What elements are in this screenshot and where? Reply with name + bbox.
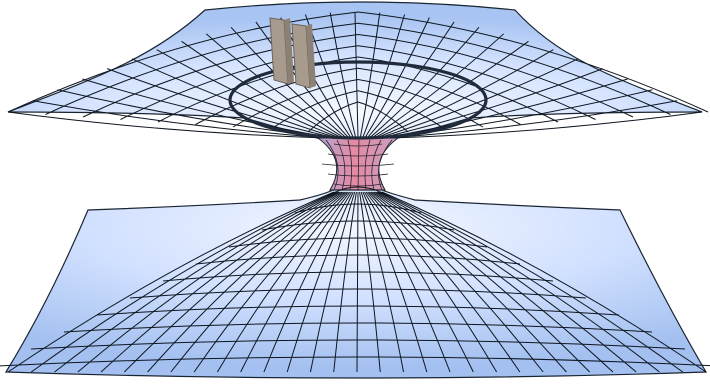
lower-grid-ring — [30, 339, 686, 350]
lower-grid-radial — [372, 191, 567, 373]
upper-grid-radial — [359, 12, 381, 139]
lower-grid-ring — [0, 356, 710, 367]
lower-grid-radial — [170, 191, 346, 373]
upper-grid-radial — [106, 68, 336, 139]
lower-grid-radial — [362, 191, 428, 373]
lower-grid-radial — [376, 191, 637, 373]
upper-grid-radial — [131, 58, 338, 139]
lower-grid-radial — [381, 191, 707, 373]
upper-grid-radial — [366, 21, 455, 139]
upper-grid-radial — [230, 26, 347, 139]
lower-grid-radial — [7, 191, 335, 373]
lower-grid-radial — [380, 191, 684, 373]
lower-grid-radial — [375, 191, 614, 373]
upper-grid-radial — [383, 78, 628, 139]
lower-grid-radial — [368, 191, 521, 373]
lower-grid-radial — [123, 191, 343, 373]
upper-grid-ring — [307, 101, 409, 133]
lower-grid-radial — [356, 191, 359, 373]
upper-grid-ring — [195, 67, 521, 125]
parallel-plates — [269, 17, 316, 89]
throat-grid-radial — [325, 139, 339, 191]
lower-sheet-grid — [0, 186, 710, 373]
upper-grid-radial — [32, 100, 329, 139]
lower-grid-radial — [54, 191, 338, 373]
throat-grid-radial — [364, 139, 371, 191]
lower-grid-radial — [378, 191, 660, 373]
lower-grid-radial — [263, 191, 353, 373]
upper-grid-radial — [364, 17, 430, 139]
lower-grid-radial — [147, 191, 344, 373]
upper-grid-radial — [82, 78, 333, 139]
upper-grid-radial — [7, 111, 327, 139]
lower-grid-radial — [193, 191, 348, 373]
lower-sheet — [0, 186, 710, 379]
lower-grid-radial — [359, 191, 381, 373]
throat-grid-ring — [333, 143, 383, 147]
upper-grid-ring — [7, 11, 709, 113]
lower-grid-radial — [367, 191, 498, 373]
lower-grid-radial — [100, 191, 341, 373]
upper-grid-ring — [82, 33, 634, 118]
lower-grid-radial — [286, 191, 354, 373]
lower-grid-radial — [370, 191, 544, 373]
upper-grid-radial — [362, 14, 406, 139]
lower-grid-ring — [63, 322, 653, 333]
upper-sheet-grid — [7, 11, 709, 139]
throat-grid-radial — [371, 139, 382, 191]
upper-grid-ring — [157, 56, 559, 123]
upper-grid-radial — [376, 49, 554, 139]
lower-grid-radial — [77, 191, 340, 373]
throat-grid-radial — [357, 139, 360, 191]
lower-grid-radial — [240, 191, 351, 373]
upper-grid-radial — [378, 58, 579, 139]
upper-grid-ring — [232, 78, 484, 128]
upper-sheet — [7, 1, 709, 141]
lower-grid-radial — [360, 191, 405, 373]
upper-grid-radial — [205, 33, 345, 139]
wormhole-throat — [316, 137, 400, 191]
throat-grid-ring — [321, 163, 395, 167]
throat-grid-radial — [378, 139, 393, 191]
upper-grid-ring — [45, 22, 671, 115]
upper-grid-radial — [354, 11, 359, 139]
lower-grid-radial — [30, 191, 336, 373]
upper-grid-radial — [181, 40, 343, 139]
upper-grid-radial — [329, 12, 357, 139]
throat-mouth-ring — [228, 60, 488, 140]
lower-grid-radial — [309, 191, 356, 373]
upper-grid-radial — [371, 33, 505, 139]
upper-grid-radial — [373, 40, 529, 139]
throat-grid-radial — [347, 139, 352, 191]
lower-grid-radial — [363, 191, 451, 373]
lower-grid-radial — [373, 191, 591, 373]
upper-grid-radial — [387, 100, 678, 139]
lower-grid-radial — [365, 191, 474, 373]
lower-grid-radial — [333, 191, 357, 373]
lower-grid-ring — [96, 305, 620, 316]
upper-grid-radial — [156, 49, 340, 139]
upper-grid-radial — [389, 111, 703, 139]
lower-grid-radial — [216, 191, 349, 373]
upper-grid-radial — [369, 27, 480, 139]
throat-grid-radial — [336, 139, 346, 191]
upper-grid-ring — [120, 45, 596, 120]
upper-grid-radial — [380, 68, 604, 139]
